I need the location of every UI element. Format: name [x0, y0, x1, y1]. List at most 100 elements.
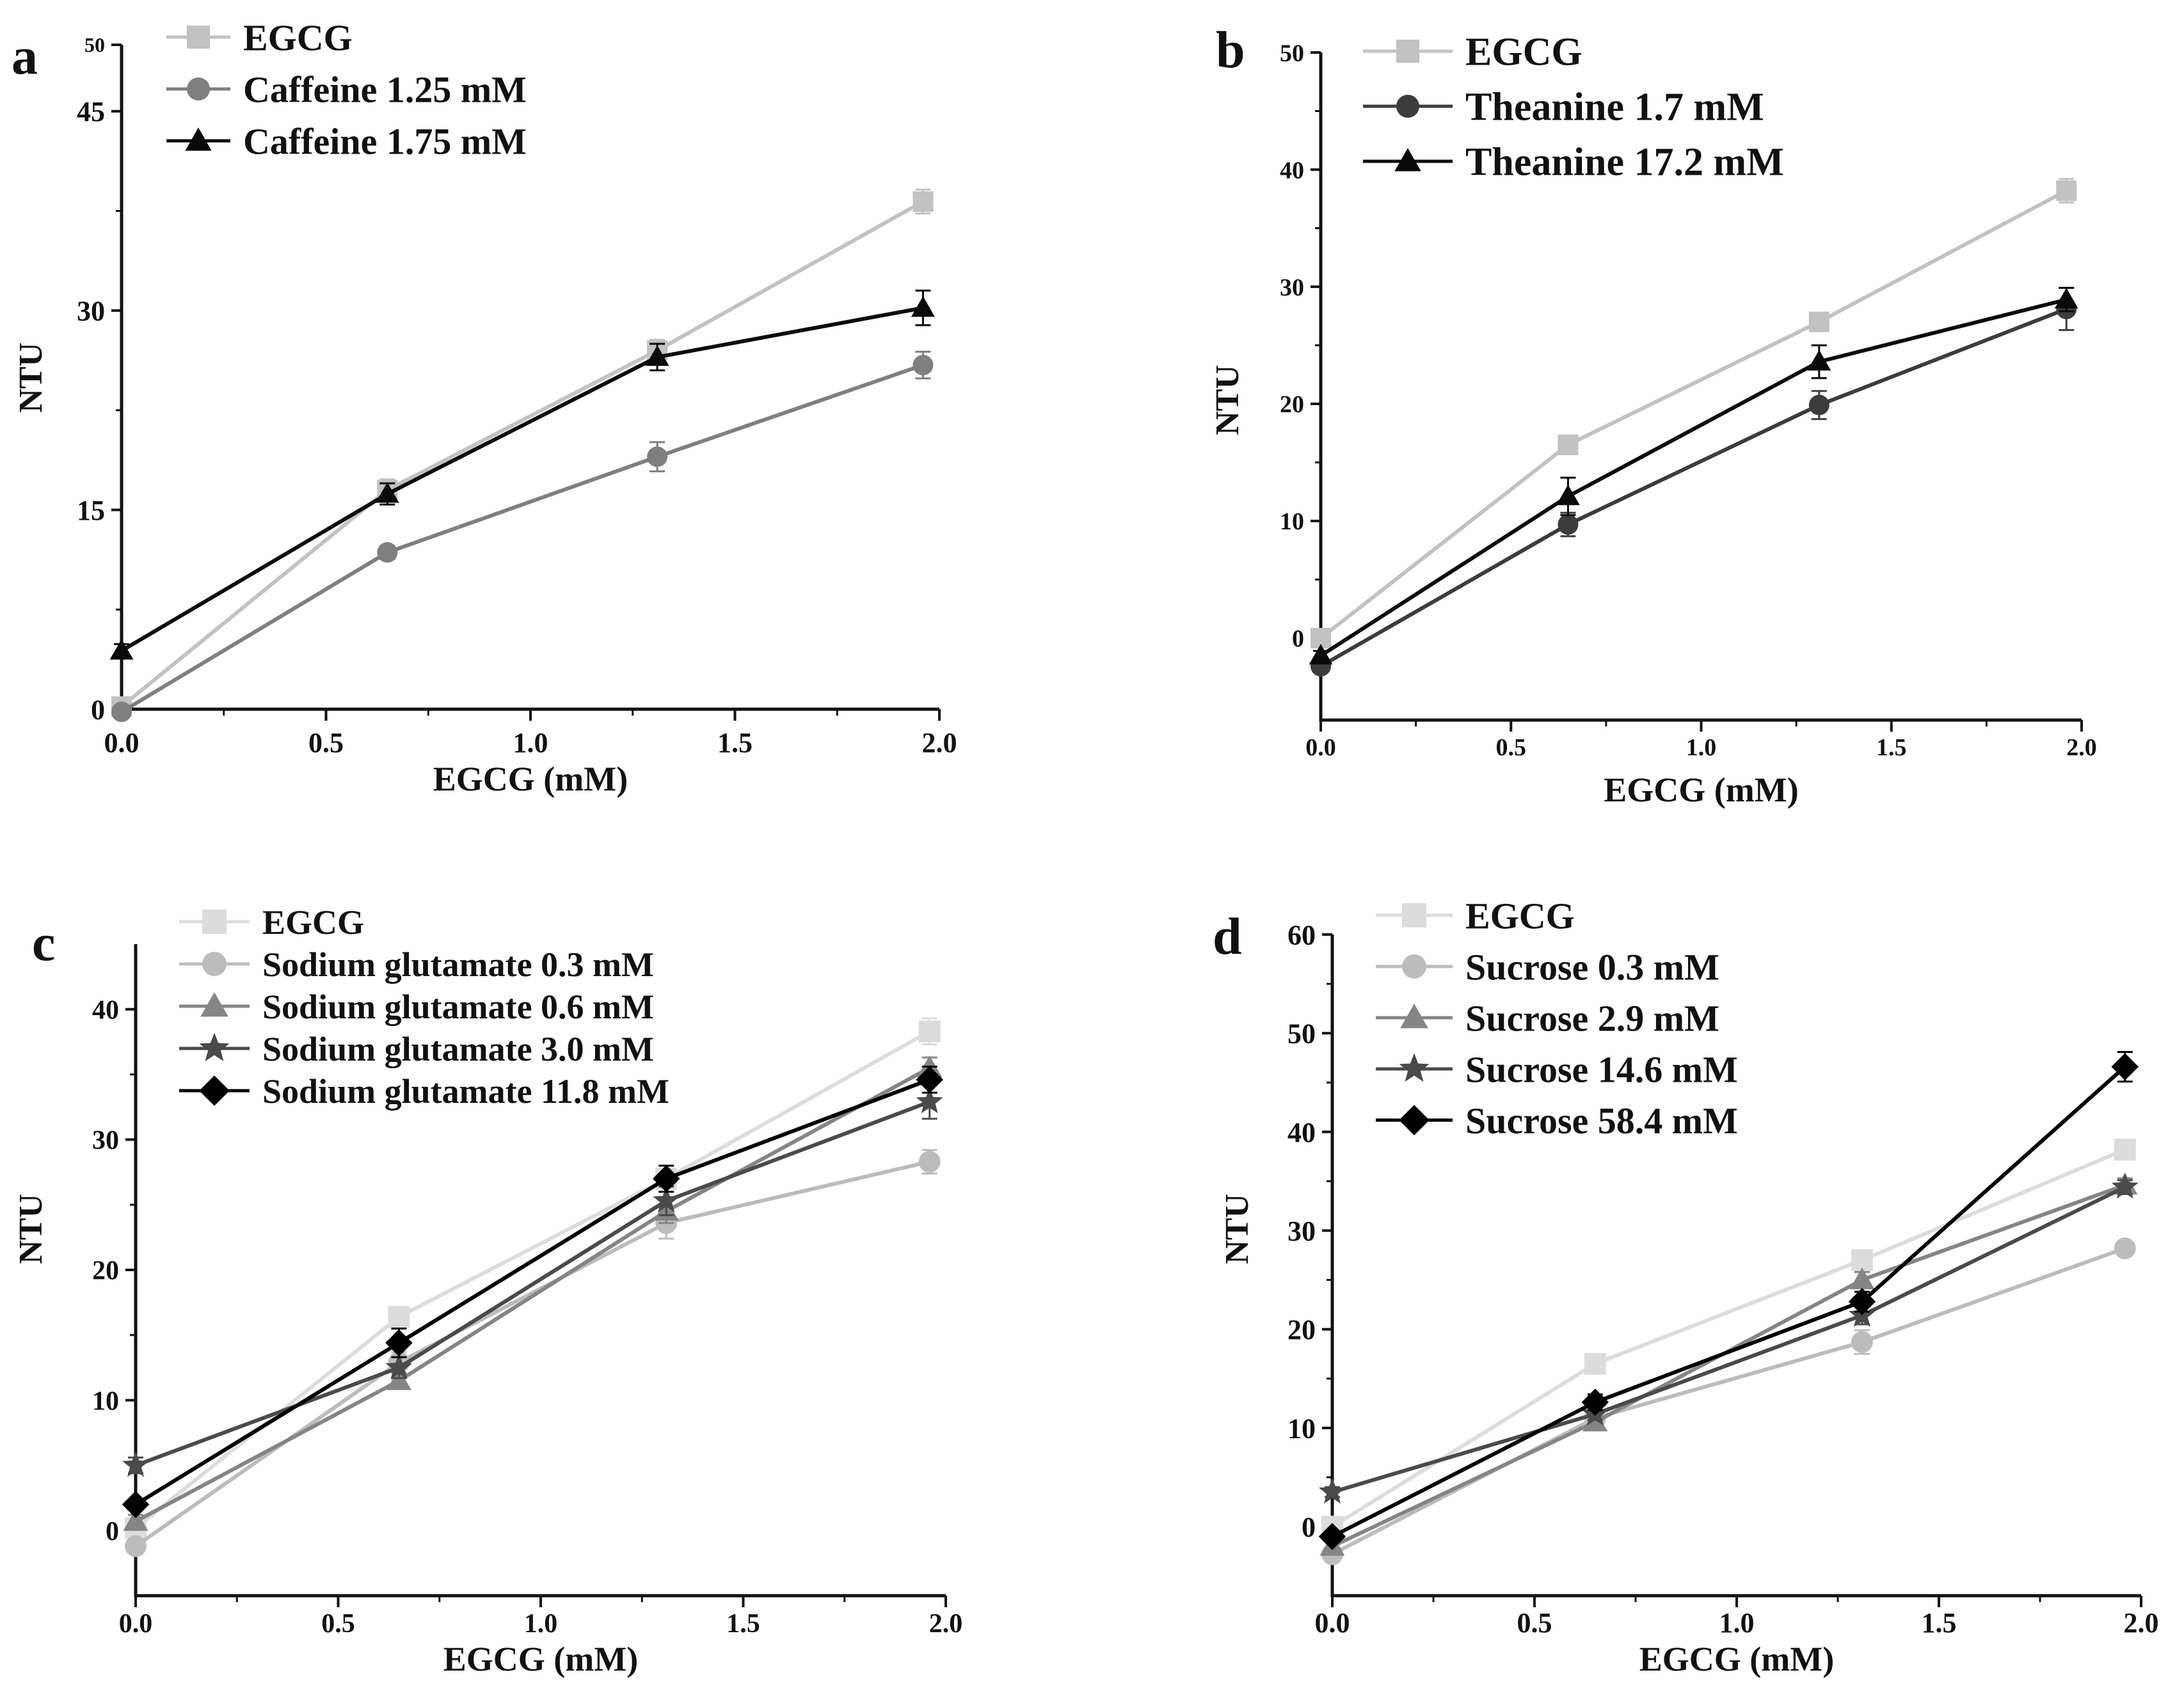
panel-letter: d — [1213, 907, 1242, 965]
legend-label: Sucrose 58.4 mM — [1465, 1100, 1738, 1141]
series-line — [1331, 1246, 2126, 1556]
x-tick-label: 1.0 — [513, 727, 548, 758]
legend-label: EGCG — [243, 17, 353, 58]
data-point — [2056, 180, 2077, 201]
y-tick-label: 0 — [106, 1517, 119, 1546]
x-axis-label: EGCG (mM) — [443, 1640, 638, 1678]
x-tick-label: 1.0 — [1719, 1607, 1755, 1639]
y-tick-label: 10 — [92, 1386, 119, 1416]
x-tick-label: 0.0 — [104, 727, 139, 758]
data-point — [652, 1165, 680, 1192]
x-tick-label: 2.0 — [2066, 734, 2097, 761]
y-tick-label: 10 — [1280, 508, 1304, 535]
y-tick-label: 50 — [84, 33, 105, 56]
panel-d: d 0.0 0.5 1.0 1.5 2.0 0 10 20 30 40 50 60 EGCG (mM) NT… — [1213, 895, 2159, 1678]
data-point — [1309, 643, 1333, 665]
legend-marker — [202, 952, 227, 976]
data-point — [918, 1020, 941, 1043]
series-line — [1319, 307, 2068, 668]
y-tick-label: 30 — [92, 1126, 119, 1155]
data-point — [1318, 1523, 1346, 1550]
x-tick-label: 2.0 — [929, 1609, 963, 1639]
panel-a: a 0.0 0.5 1.0 1.5 2.0 0 15 30 45 50 EGCG (mM) NTU EGC… — [12, 17, 957, 798]
series-5 — [122, 1065, 943, 1518]
x-tick-label: 0.0 — [1315, 1607, 1350, 1639]
data-point — [377, 542, 398, 563]
data-point — [911, 296, 935, 317]
data-point — [645, 345, 669, 366]
data-point — [1581, 1388, 1609, 1416]
series-line — [120, 200, 924, 709]
legend-label: Caffeine 1.25 mM — [243, 68, 527, 110]
data-point — [109, 639, 134, 660]
data-point — [385, 1353, 413, 1379]
y-axis-label: NTU — [13, 1194, 49, 1264]
y-tick-label: 40 — [92, 996, 119, 1025]
data-point — [2111, 1053, 2139, 1080]
y-tick-label: 30 — [1287, 1216, 1316, 1247]
legend-label: EGCG — [1465, 31, 1582, 74]
series-3 — [109, 289, 935, 660]
y-tick-label: 0 — [91, 694, 105, 725]
legend-label: EGCG — [1465, 895, 1575, 936]
x-axis-label: EGCG (mM) — [1604, 771, 1798, 809]
legend: EGCG Theanine 1.7 mM Theanine 17.2 mM — [1363, 31, 1784, 184]
x-tick-label: 0.5 — [308, 727, 344, 758]
data-point — [1558, 514, 1579, 535]
series-line — [1331, 1148, 2126, 1529]
panel-b: b 0.0 0.5 1.0 1.5 2.0 0 10 20 30 40 50 EGCG (mM) NTU E… — [1209, 20, 2097, 809]
legend-label: Sucrose 0.3 mM — [1465, 946, 1719, 988]
data-point — [916, 1087, 943, 1114]
x-tick-label: 0.5 — [321, 1609, 355, 1639]
legend-marker — [185, 127, 212, 151]
data-point — [2054, 287, 2078, 309]
legend-label: Theanine 17.2 mM — [1465, 141, 1784, 184]
series-1 — [111, 188, 934, 717]
data-point — [1808, 394, 1829, 415]
legend-marker — [200, 992, 228, 1017]
data-point — [2111, 1173, 2139, 1199]
legend-label: Sucrose 2.9 mM — [1465, 997, 1719, 1039]
series-2 — [1311, 287, 2077, 677]
legend-marker — [1400, 1004, 1428, 1029]
data-point — [653, 1187, 680, 1212]
legend-label: EGCG — [262, 903, 364, 942]
data-point — [1807, 349, 1831, 371]
x-tick-label: 0.5 — [1517, 1607, 1552, 1639]
data-point — [1584, 1352, 1606, 1375]
legend-marker — [187, 77, 210, 100]
y-tick-label: 60 — [1287, 919, 1316, 951]
panel-letter: c — [32, 913, 55, 972]
series-2 — [125, 1149, 941, 1557]
legend-marker — [1399, 1105, 1430, 1135]
x-tick-label: 1.5 — [717, 727, 753, 758]
legend-marker — [1394, 148, 1421, 172]
legend-label: Theanine 1.7 mM — [1465, 86, 1764, 129]
data-point — [386, 1368, 411, 1390]
data-point — [122, 1451, 149, 1477]
x-tick-label: 0.0 — [1305, 734, 1336, 761]
data-point — [913, 355, 934, 376]
series-line — [134, 1100, 930, 1468]
data-point — [913, 191, 934, 212]
y-tick-label: 10 — [1287, 1413, 1316, 1444]
legend: EGCG Sucrose 0.3 mM Sucrose 2.9 mM Sucrose … — [1376, 895, 1738, 1141]
x-tick-label: 1.5 — [1876, 734, 1907, 761]
x-axis-label: EGCG (mM) — [433, 760, 628, 798]
series-line — [134, 1160, 930, 1548]
legend-label: Sucrose 14.6 mM — [1465, 1048, 1738, 1090]
data-point — [647, 446, 668, 467]
data-point — [1558, 434, 1579, 455]
series-line — [120, 306, 923, 653]
legend: EGCG Caffeine 1.25 mM Caffeine 1.75 mM — [166, 17, 527, 162]
y-axis-label: NTU — [13, 342, 49, 413]
x-tick-label: 1.0 — [524, 1609, 558, 1639]
y-axis-label: NTU — [1209, 365, 1246, 435]
series-line — [1319, 298, 2067, 657]
data-point — [2114, 1237, 2136, 1260]
series-line — [1332, 1185, 2126, 1494]
y-tick-label: 15 — [77, 495, 105, 526]
legend-marker — [1402, 954, 1426, 979]
